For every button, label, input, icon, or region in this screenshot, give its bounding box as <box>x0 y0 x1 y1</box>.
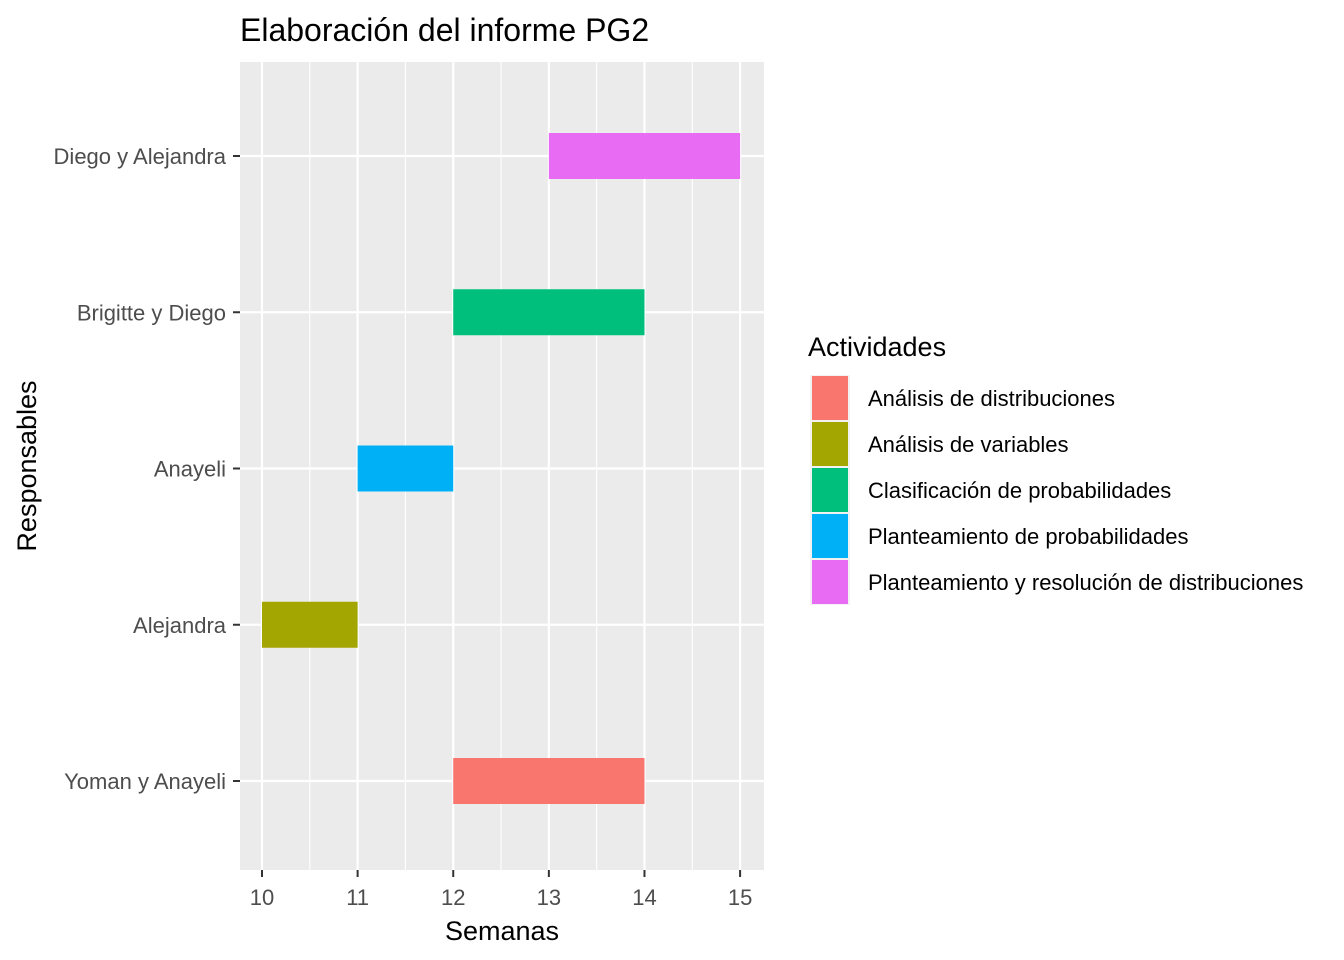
legend: Actividades Análisis de distribucionesAn… <box>808 332 1303 605</box>
y-tick-label: Yoman y Anayeli <box>64 769 226 794</box>
legend-items: Análisis de distribuciones Análisis de va… <box>810 375 1303 605</box>
x-tick-label: 11 <box>346 885 369 910</box>
legend-label: Planteamiento y resolución de distribuci… <box>868 570 1303 595</box>
y-tick-label: Brigitte y Diego <box>77 300 226 325</box>
y-tick-label: Diego y Alejandra <box>54 144 227 169</box>
x-axis-title: Semanas <box>445 916 559 946</box>
x-axis: 10 11 12 13 14 15 <box>250 870 752 910</box>
minor-gridlines <box>309 62 693 870</box>
legend-key <box>812 468 848 512</box>
gantt-bars <box>261 133 741 804</box>
x-tick-label: 15 <box>728 885 752 910</box>
gantt-bar <box>357 445 454 492</box>
gantt-bar <box>453 758 645 804</box>
gantt-bar <box>261 601 358 648</box>
y-tick-label: Anayeli <box>154 457 226 482</box>
legend-key <box>812 422 848 466</box>
legend-key <box>812 376 848 420</box>
x-tick-label: 14 <box>632 885 656 910</box>
plot-panel <box>240 62 764 870</box>
y-axis-title: Responsables <box>12 380 42 551</box>
legend-label: Análisis de distribuciones <box>868 386 1115 411</box>
legend-key <box>812 514 848 558</box>
y-axis: Diego y Alejandra Brigitte y Diego Anayeli… <box>54 144 240 794</box>
gantt-bar <box>548 133 741 179</box>
x-tick-label: 12 <box>441 885 465 910</box>
x-tick-label: 10 <box>250 885 274 910</box>
legend-label: Clasificación de probabilidades <box>868 478 1171 503</box>
legend-label: Análisis de variables <box>868 432 1069 457</box>
chart-title: Elaboración del informe PG2 <box>240 12 649 48</box>
y-tick-label: Alejandra <box>133 613 227 638</box>
legend-title: Actividades <box>808 332 946 362</box>
x-tick-label: 13 <box>537 885 561 910</box>
legend-label: Planteamiento de probabilidades <box>868 524 1188 549</box>
gantt-bar <box>453 289 645 336</box>
legend-key <box>812 560 848 604</box>
